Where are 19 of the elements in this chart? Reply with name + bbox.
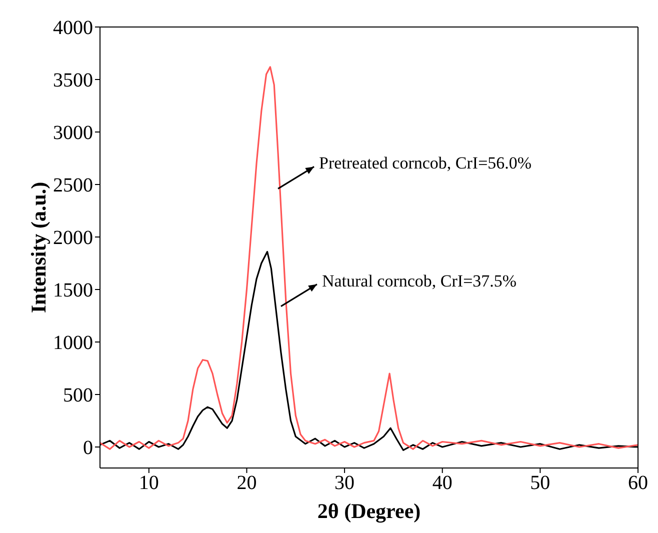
annotation: Pretreated corncob, CrI=56.0% <box>319 154 532 173</box>
y-tick-label: 500 <box>63 384 93 407</box>
y-tick-label: 1500 <box>53 280 93 302</box>
x-tick-label: 20 <box>236 472 257 494</box>
x-tick-label: 40 <box>432 472 452 494</box>
x-tick-label: 60 <box>628 472 648 494</box>
y-tick-label: 1000 <box>53 332 93 354</box>
x-axis-title: 2θ (Degree) <box>317 499 421 523</box>
y-tick-label: 3000 <box>53 122 93 144</box>
x-tick-label: 50 <box>530 472 550 494</box>
y-tick-label: 0 <box>83 437 93 460</box>
y-tick-label: 2000 <box>53 227 93 250</box>
y-tick-label: 3500 <box>53 70 93 92</box>
y-tick-label: 2500 <box>53 174 93 197</box>
x-tick-label: 10 <box>138 472 159 494</box>
y-axis-title: Intensity (a.u.) <box>26 182 50 314</box>
x-tick-label: 30 <box>334 472 355 494</box>
y-tick-label: 4000 <box>53 17 93 40</box>
annotation: Natural corncob, CrI=37.5% <box>322 271 517 290</box>
